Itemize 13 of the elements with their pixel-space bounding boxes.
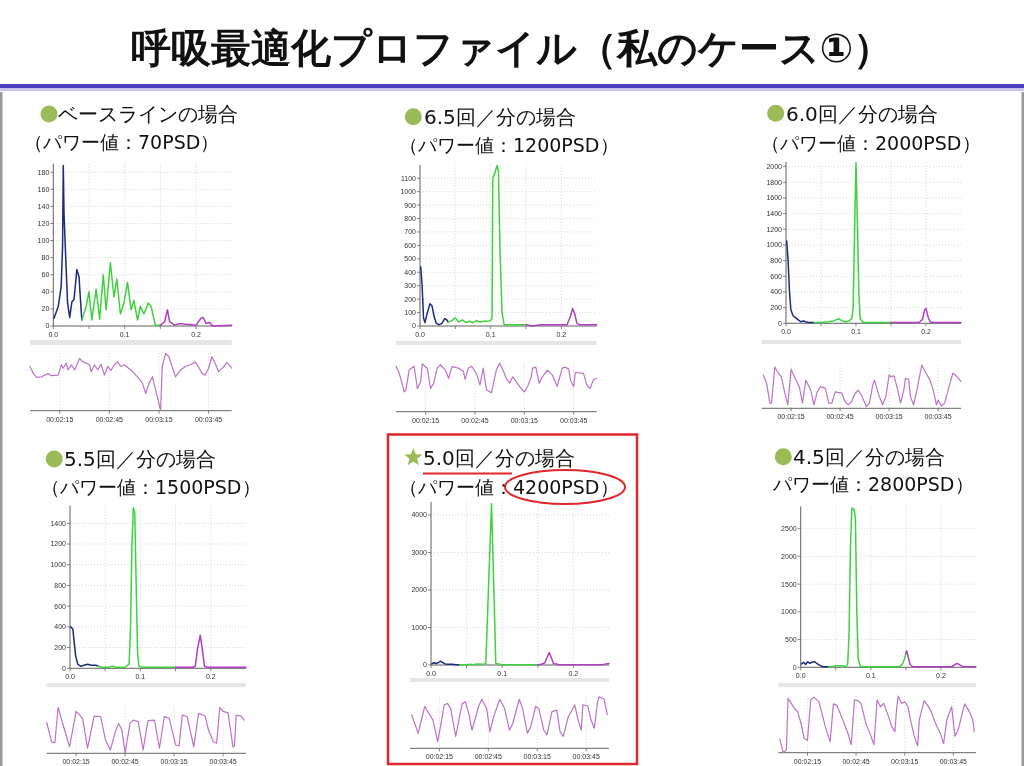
title: 5.0回／分の場合 xyxy=(423,446,575,470)
title: 6.0回／分の場合 xyxy=(786,102,938,126)
title: 5.5回／分の場合 xyxy=(64,447,216,471)
subtitle: （パワー値：70PSD） xyxy=(24,131,220,153)
subtitle: （パワー値：1200PSD） xyxy=(399,134,619,156)
subtitle: パワー値：2800PSD） xyxy=(773,473,974,495)
title: 6.5回／分の場合 xyxy=(424,105,576,129)
subtitle: （パワー値：1500PSD） xyxy=(41,476,261,498)
page-title: 呼吸最適化プロファイル（私のケース①） xyxy=(130,25,894,71)
subtitle: （パワー値：2000PSD） xyxy=(761,132,981,154)
title: ベースラインの場合 xyxy=(58,102,238,126)
title: 4.5回／分の場合 xyxy=(793,445,945,469)
subtitle: （パワー値：4200PSD） xyxy=(399,476,619,498)
